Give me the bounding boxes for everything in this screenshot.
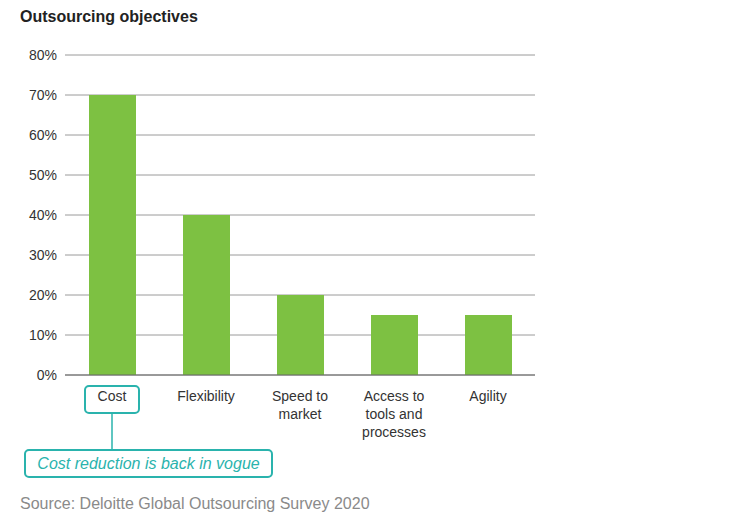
html-text:Outsourcing objectives: Outsourcing objectives: [20, 8, 198, 25]
svg-text:70%: 70%: [29, 87, 57, 103]
svg-text:Agility: Agility: [469, 388, 506, 404]
svg-text:30%: 30%: [29, 247, 57, 263]
svg-text:Cost: Cost: [98, 388, 127, 404]
svg-text:0%: 0%: [37, 367, 57, 383]
svg-text:50%: 50%: [29, 167, 57, 183]
svg-text:80%: 80%: [29, 47, 57, 63]
svg-text:10%: 10%: [29, 327, 57, 343]
svg-text:60%: 60%: [29, 127, 57, 143]
svg-text:20%: 20%: [29, 287, 57, 303]
svg-text:Access totools andprocesses: Access totools andprocesses: [362, 388, 426, 440]
svg-text:40%: 40%: [29, 207, 57, 223]
svg-text:Flexibility: Flexibility: [177, 388, 235, 404]
svg-text:Cost reduction is back in vogu: Cost reduction is back in vogue: [37, 455, 259, 472]
svg-text:Speed tomarket: Speed tomarket: [272, 388, 328, 422]
html-text:Source: Deloitte Global Outsou: Source: Deloitte Global Outsourcing Surv…: [20, 495, 370, 512]
